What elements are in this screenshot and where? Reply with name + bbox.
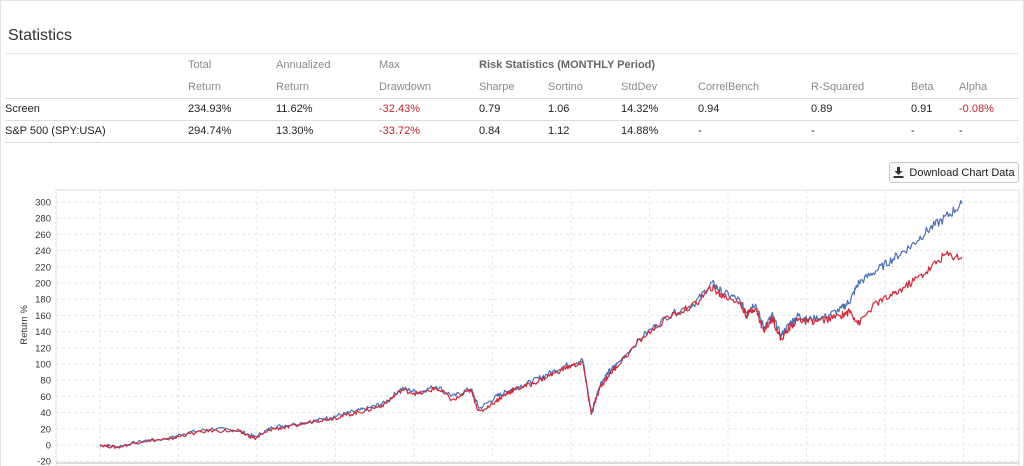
cell-max-drawdown: -32.43%: [379, 98, 479, 121]
cell-r-squared: -: [811, 120, 911, 143]
y-tick-label: 100: [35, 360, 51, 371]
download-button-label: Download Chart Data: [909, 166, 1015, 179]
header-sortino: Sortino: [548, 76, 621, 99]
header-total: Total: [188, 59, 212, 71]
table-row: Screen 234.93% 11.62% -32.43% 0.79 1.06 …: [5, 98, 1019, 121]
y-tick-label: -20: [37, 457, 51, 466]
y-tick-label: 40: [40, 408, 51, 419]
header-return: Return: [188, 76, 276, 99]
y-tick-label: 140: [35, 327, 51, 338]
cell-correlbench: -: [698, 120, 811, 143]
statistics-table: Total Annualized Max Risk Statistics (MO…: [5, 54, 1019, 143]
y-tick-label: 20: [40, 424, 51, 435]
row-name: Screen: [5, 98, 188, 121]
cell-alpha: -: [959, 120, 1019, 143]
table-row: S&P 500 (SPY:USA) 294.74% 13.30% -33.72%…: [5, 120, 1019, 143]
header-max: Max: [379, 59, 400, 71]
cell-sortino: 1.06: [548, 98, 621, 121]
row-name: S&P 500 (SPY:USA): [5, 120, 188, 143]
cell-correlbench: 0.94: [698, 98, 811, 121]
cell-stddev: 14.32%: [621, 98, 698, 121]
header-correlbench: CorrelBench: [698, 76, 811, 99]
cell-total-return: 234.93%: [188, 98, 276, 121]
y-tick-label: 0: [46, 441, 51, 452]
y-tick-label: 300: [35, 198, 51, 209]
title-divider: [5, 53, 1019, 54]
header-annualized: Annualized: [276, 59, 331, 71]
header-stddev: StdDev: [621, 76, 698, 99]
y-axis-label: Return %: [19, 305, 30, 345]
header-alpha: Alpha: [959, 76, 1019, 99]
y-tick-label: 260: [35, 230, 51, 241]
header-beta: Beta: [911, 76, 959, 99]
y-tick-label: 180: [35, 295, 51, 306]
section-title: Statistics: [8, 27, 73, 44]
y-axis-ticks: -20 0 20 40 60 80 100 120 140 160 180 200 220 240 260 2…: [35, 198, 51, 466]
series-line-1: [99, 250, 963, 449]
y-tick-label: 280: [35, 214, 51, 225]
cell-stddev: 14.88%: [621, 120, 698, 143]
chart-grid: [55, 189, 1020, 466]
y-tick-label: 80: [40, 376, 51, 387]
series-line-0: [99, 200, 963, 449]
y-tick-label: 240: [35, 246, 51, 257]
cell-sharpe: 0.79: [479, 98, 548, 121]
header-risk-statistics: Risk Statistics (MONTHLY Period): [479, 59, 656, 71]
cell-beta: 0.91: [911, 98, 959, 121]
cell-annualized-return: 13.30%: [276, 120, 379, 143]
y-tick-label: 120: [35, 343, 51, 354]
header-sharpe: Sharpe: [479, 76, 548, 99]
header-r-squared: R-Squared: [811, 76, 911, 99]
cell-beta: -: [911, 120, 959, 143]
cell-max-drawdown: -33.72%: [379, 120, 479, 143]
cell-r-squared: 0.89: [811, 98, 911, 121]
cell-sharpe: 0.84: [479, 120, 548, 143]
cell-total-return: 294.74%: [188, 120, 276, 143]
cell-sortino: 1.12: [548, 120, 621, 143]
cell-annualized-return: 11.62%: [276, 98, 379, 121]
y-tick-label: 160: [35, 311, 51, 322]
y-tick-label: 60: [40, 392, 51, 403]
header-row-top: Total Annualized Max Risk Statistics (MO…: [5, 54, 1019, 76]
header-drawdown: Drawdown: [379, 76, 479, 99]
plot-border: [55, 189, 1020, 466]
y-tick-label: 220: [35, 262, 51, 273]
chart-series: [99, 200, 963, 449]
download-chart-data-button[interactable]: Download Chart Data: [889, 162, 1019, 183]
cell-alpha: -0.08%: [959, 98, 1019, 121]
header-row-bottom: Return Return Drawdown Sharpe Sortino St…: [5, 76, 1019, 99]
download-icon: [893, 167, 904, 178]
header-return: Return: [276, 76, 379, 99]
y-tick-label: 200: [35, 279, 51, 290]
header-cell-empty: [5, 76, 188, 99]
